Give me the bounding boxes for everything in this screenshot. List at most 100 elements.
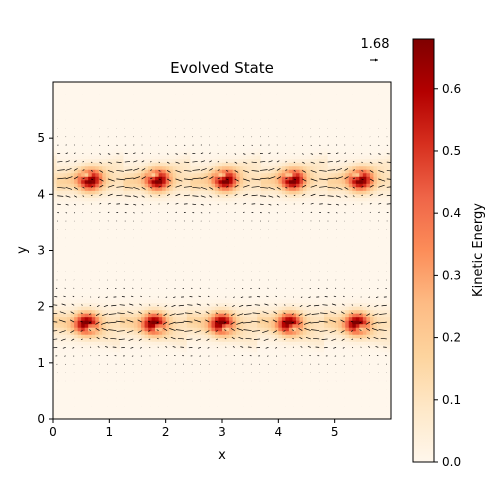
heatmap-cell — [116, 218, 121, 223]
heatmap-cell — [267, 257, 272, 262]
heatmap-cell — [260, 257, 265, 262]
heatmap-cell — [324, 169, 329, 174]
heatmap-cell — [285, 106, 290, 111]
heatmap-cell — [179, 152, 184, 157]
heatmap-cell — [70, 250, 75, 255]
heatmap-cell — [250, 141, 255, 146]
heatmap-cell — [116, 169, 121, 174]
heatmap-cell — [112, 215, 117, 220]
heatmap-cell — [109, 138, 114, 143]
heatmap-cell — [130, 148, 135, 153]
heatmap-cell — [193, 183, 198, 188]
heatmap-cell — [91, 236, 96, 241]
heatmap-cell — [267, 159, 272, 164]
heatmap-cell — [253, 204, 258, 209]
heatmap-cell — [74, 106, 79, 111]
heatmap-cell — [204, 169, 209, 174]
heatmap-cell — [260, 82, 265, 86]
heatmap-cell — [380, 211, 385, 216]
heatmap-cell — [253, 166, 258, 171]
heatmap-cell — [81, 96, 86, 100]
heatmap-cell — [105, 176, 110, 181]
heatmap-cell — [179, 229, 184, 234]
heatmap-cell — [383, 257, 388, 262]
heatmap-cell — [204, 229, 209, 234]
heatmap-cell — [193, 232, 198, 237]
heatmap-cell — [169, 85, 174, 90]
heatmap-cell — [250, 243, 255, 248]
heatmap-cell — [246, 243, 251, 248]
heatmap-cell — [257, 215, 262, 220]
heatmap-cell — [373, 82, 378, 86]
heatmap-cell — [222, 187, 226, 192]
heatmap-cell — [383, 141, 388, 146]
heatmap-cell — [341, 222, 346, 227]
heatmap-cell — [119, 239, 124, 244]
heatmap-cell — [204, 120, 209, 125]
heatmap-cell — [74, 92, 79, 97]
heatmap-cell — [172, 243, 177, 248]
heatmap-cell — [243, 134, 248, 139]
heatmap-cell — [260, 148, 265, 153]
heatmap-cell — [169, 106, 174, 111]
heatmap-cell — [183, 229, 188, 234]
heatmap-cell — [229, 183, 233, 188]
heatmap-cell — [327, 204, 332, 209]
heatmap-cell — [359, 138, 364, 143]
heatmap-cell — [179, 162, 184, 167]
heatmap-cell — [299, 110, 304, 114]
heatmap-cell — [267, 239, 272, 244]
heatmap-cell — [218, 159, 223, 164]
heatmap-cell — [151, 215, 156, 220]
heatmap-cell — [84, 229, 89, 234]
heatmap-cell — [380, 208, 385, 213]
heatmap-cell — [105, 236, 110, 241]
heatmap-cell — [222, 229, 226, 234]
heatmap-cell — [376, 155, 381, 160]
heatmap-cell — [285, 254, 290, 258]
heatmap-cell — [123, 246, 128, 251]
heatmap-cell — [151, 113, 156, 118]
heatmap-cell — [148, 103, 152, 107]
heatmap-cell — [243, 183, 248, 188]
heatmap-cell — [200, 236, 205, 241]
heatmap-cell — [359, 120, 364, 125]
heatmap-cell — [359, 232, 364, 237]
heatmap-cell — [317, 96, 321, 100]
heatmap-cell — [176, 127, 181, 132]
heatmap-cell — [158, 187, 163, 192]
heatmap-cell — [225, 117, 230, 122]
heatmap-cell — [169, 82, 174, 86]
heatmap-cell — [281, 204, 286, 209]
heatmap-cell — [200, 208, 205, 213]
heatmap-cell — [91, 215, 96, 220]
heatmap-cell — [288, 138, 293, 143]
heatmap-cell — [158, 82, 163, 86]
heatmap-cell — [56, 124, 61, 129]
heatmap-cell — [126, 254, 131, 258]
heatmap-cell — [246, 250, 251, 255]
heatmap-cell — [257, 152, 262, 157]
heatmap-cell — [274, 218, 279, 223]
heatmap-cell — [155, 124, 160, 129]
heatmap-cell — [313, 239, 318, 244]
heatmap-cell — [130, 134, 135, 139]
heatmap-cell — [264, 222, 269, 227]
heatmap-cell — [91, 145, 96, 150]
heatmap-cell — [200, 261, 205, 265]
heatmap-cell — [214, 155, 219, 160]
heatmap-cell — [225, 110, 230, 114]
heatmap-cell — [116, 201, 121, 206]
heatmap-cell — [130, 99, 135, 104]
heatmap-cell — [102, 232, 107, 237]
heatmap-cell — [112, 124, 117, 129]
heatmap-cell — [77, 190, 82, 195]
heatmap-cell — [133, 85, 138, 90]
heatmap-cell — [320, 106, 325, 111]
heatmap-cell — [355, 197, 360, 202]
heatmap-cell — [324, 190, 329, 195]
heatmap-cell — [239, 187, 244, 192]
heatmap-cell — [151, 131, 156, 136]
heatmap-cell — [183, 148, 188, 153]
heatmap-cell — [165, 155, 170, 160]
